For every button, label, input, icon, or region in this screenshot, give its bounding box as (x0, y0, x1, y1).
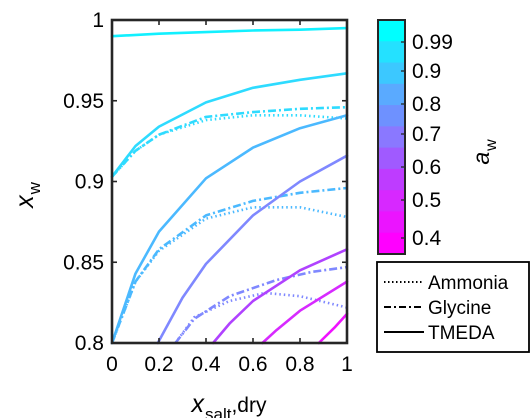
x-tick-label: 0.2 (144, 353, 173, 376)
series-line-glycine-aw-0.7 (174, 265, 348, 344)
colorbar-swatch (378, 20, 405, 42)
colorbar-swatch (378, 62, 405, 85)
legend-entry-ammonia: Ammonia (384, 273, 509, 294)
colorbar-label-sub: w (483, 139, 500, 152)
series-line-tmeda-aw-0.5 (261, 280, 349, 345)
colorbar-ticks: 0.99 0.9 0.8 0.7 0.6 0.5 0.4 (401, 31, 453, 250)
legend: Ammonia Glycine TMEDA (376, 261, 530, 353)
colorbar-swatch (378, 232, 405, 255)
colorbar-tick-label: 0.4 (412, 227, 442, 250)
legend-entry-glycine: Glycine (384, 298, 491, 319)
series-line-ammonia-aw-0.7 (174, 291, 348, 344)
series-line-tmeda-aw-0.4 (317, 312, 349, 345)
x-tick-label: 1 (341, 353, 353, 376)
colorbar (378, 20, 405, 255)
legend-label-glycine: Glycine (428, 298, 491, 319)
y-axis-label-main: x (11, 194, 39, 209)
x-tick-label: 0.6 (238, 353, 267, 376)
legend-entry-tmeda: TMEDA (384, 323, 495, 344)
y-tick-label: 1 (92, 9, 104, 32)
colorbar-tick-label: 0.6 (412, 156, 441, 179)
x-axis-label: xsalt,dry (191, 390, 267, 418)
y-axis-label-sub: w (25, 181, 44, 195)
legend-label-tmeda: TMEDA (428, 323, 495, 344)
series-line-tmeda-aw-0.9 (110, 72, 349, 178)
colorbar-tick-label: 0.8 (412, 93, 441, 116)
plot-marks (110, 26, 349, 345)
colorbar-swatch (378, 190, 405, 212)
x-tick-label: 0.4 (191, 353, 221, 376)
series-line-tmeda-aw-0.99 (110, 26, 349, 38)
colorbar-frame (377, 19, 406, 255)
y-tick-label: 0.8 (75, 332, 104, 355)
y-tick-label: 0.9 (75, 171, 104, 194)
colorbar-swatch (378, 168, 405, 191)
colorbar-swatch (378, 105, 405, 127)
colorbar-tick-label: 0.5 (412, 189, 441, 212)
colorbar-swatch (378, 147, 405, 170)
colorbar-swatch (378, 41, 405, 64)
y-axis-label: xw (11, 181, 44, 209)
series-line-tmeda-aw-0.8 (110, 114, 349, 345)
x-axis-label-suffix: ,dry (231, 394, 267, 417)
series-line-glycine-aw-0.8 (110, 186, 348, 344)
plot-frame (110, 18, 349, 345)
y-tick-label: 0.95 (63, 90, 104, 113)
colorbar-label-main: a (468, 152, 494, 165)
colorbar-swatch (378, 83, 405, 106)
x-tick-label: 0 (106, 353, 118, 376)
y-axis: 0.8 0.85 0.9 0.95 1 (63, 9, 347, 355)
x-axis-label-sub: salt (205, 405, 232, 418)
x-axis-label-main: x (191, 390, 206, 418)
colorbar-tick-label: 0.99 (412, 31, 453, 54)
series-line-tmeda-aw-0.7 (156, 154, 349, 345)
legend-label-ammonia: Ammonia (428, 273, 509, 294)
series-line-glycine-aw-0.9 (111, 105, 348, 178)
x-tick-label: 0.8 (285, 353, 314, 376)
x-axis: 0 0.2 0.4 0.6 0.8 1 (106, 20, 353, 376)
colorbar-swatch (378, 211, 405, 234)
colorbar-label: aw (468, 139, 500, 165)
colorbar-swatch (378, 126, 405, 149)
series-line-tmeda-aw-0.6 (211, 248, 349, 345)
series-line-ammonia-aw-0.9 (111, 114, 348, 178)
colorbar-tick-label: 0.7 (412, 123, 441, 146)
series-line-ammonia-aw-0.8 (110, 206, 348, 344)
colorbar-tick-label: 0.9 (412, 60, 441, 83)
y-tick-label: 0.85 (63, 251, 104, 274)
